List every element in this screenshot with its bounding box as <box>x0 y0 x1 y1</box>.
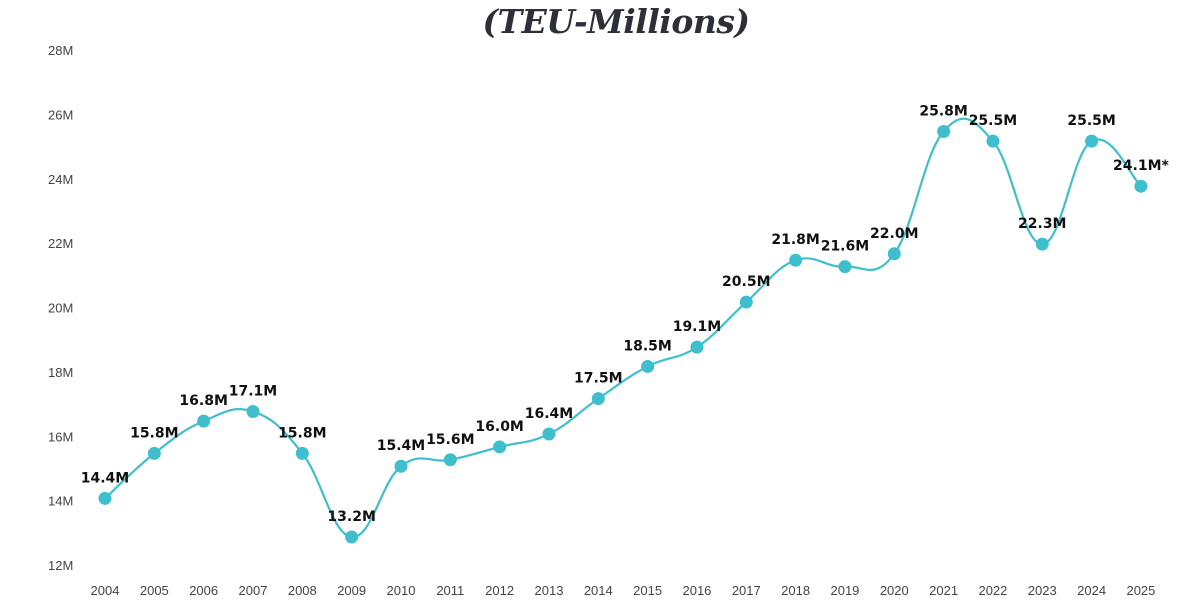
data-label-2007: 17.1M <box>229 384 277 400</box>
data-point-2013 <box>542 427 556 441</box>
data-label-2015: 18.5M <box>623 338 671 354</box>
x-tick-label: 2012 <box>485 583 514 598</box>
data-label-2023: 22.3M <box>1018 216 1066 232</box>
x-tick-label: 2009 <box>337 583 366 598</box>
data-label-2010: 15.4M <box>377 438 425 454</box>
x-axis: 2004 2005 2006 2007 2008 2009 2010 2011 2012 2013… <box>91 583 1156 598</box>
data-label-2014: 17.5M <box>574 371 622 387</box>
data-point-2009 <box>345 530 359 544</box>
x-tick-label: 2005 <box>140 583 169 598</box>
y-tick-label: 24M <box>48 172 73 187</box>
data-points <box>98 124 1148 544</box>
data-point-2012 <box>493 440 507 454</box>
y-tick-label: 14M <box>48 494 73 509</box>
x-tick-label: 2019 <box>830 583 859 598</box>
data-label-2020: 22.0M <box>870 226 918 242</box>
data-label-2009: 13.2M <box>327 509 375 525</box>
data-point-2011 <box>443 453 457 467</box>
x-tick-label: 2013 <box>535 583 564 598</box>
data-point-2016 <box>690 340 704 354</box>
x-tick-label: 2016 <box>682 583 711 598</box>
x-tick-label: 2007 <box>239 583 268 598</box>
data-label-2022: 25.5M <box>969 113 1017 129</box>
data-point-2006 <box>197 414 211 428</box>
data-label-2004: 14.4M <box>81 470 129 486</box>
data-point-2017 <box>739 295 753 309</box>
data-label-2005: 15.8M <box>130 425 178 441</box>
data-point-2024 <box>1085 134 1099 148</box>
data-label-2025: 24.1M* <box>1113 158 1169 174</box>
x-tick-label: 2023 <box>1028 583 1057 598</box>
y-tick-label: 28M <box>48 43 73 58</box>
x-tick-label: 2020 <box>880 583 909 598</box>
data-label-2019: 21.6M <box>821 239 869 255</box>
x-tick-label: 2022 <box>978 583 1007 598</box>
x-tick-label: 2018 <box>781 583 810 598</box>
data-label-2018: 21.8M <box>771 232 819 248</box>
x-tick-label: 2008 <box>288 583 317 598</box>
data-point-2021 <box>937 124 951 138</box>
x-tick-label: 2011 <box>436 583 464 598</box>
y-tick-label: 12M <box>48 558 73 573</box>
y-tick-label: 18M <box>48 365 73 380</box>
data-point-2008 <box>295 446 309 460</box>
x-tick-label: 2025 <box>1126 583 1155 598</box>
data-label-2013: 16.4M <box>525 406 573 422</box>
x-tick-label: 2010 <box>387 583 416 598</box>
x-tick-label: 2015 <box>633 583 662 598</box>
data-point-2005 <box>147 446 161 460</box>
x-tick-label: 2006 <box>189 583 218 598</box>
series-line <box>104 117 1142 539</box>
y-tick-label: 16M <box>48 429 73 444</box>
data-point-2018 <box>789 253 803 267</box>
x-tick-label: 2004 <box>91 583 120 598</box>
data-point-2007 <box>246 405 260 418</box>
data-point-2022 <box>986 134 1000 148</box>
data-label-2017: 20.5M <box>722 274 770 290</box>
x-tick-label: 2017 <box>732 583 761 598</box>
x-tick-label: 2014 <box>584 583 613 598</box>
data-label-2012: 16.0M <box>475 419 523 435</box>
data-point-2015 <box>641 359 655 373</box>
data-point-2004 <box>98 491 112 505</box>
data-point-2019 <box>838 260 852 274</box>
data-label-2021: 25.8M <box>919 103 967 119</box>
data-label-2006: 16.8M <box>179 393 227 409</box>
data-point-2025 <box>1134 179 1148 193</box>
chart-title: (TEU-Millions) <box>482 2 750 41</box>
data-label-2011: 15.6M <box>426 432 474 448</box>
y-tick-label: 26M <box>48 107 73 122</box>
x-tick-label: 2024 <box>1077 583 1106 598</box>
x-tick-label: 2021 <box>929 583 958 598</box>
data-point-2014 <box>591 392 605 406</box>
y-tick-label: 22M <box>48 236 73 251</box>
data-label-2008: 15.8M <box>278 425 326 441</box>
y-tick-label: 20M <box>48 301 73 316</box>
data-point-2010 <box>394 459 408 473</box>
data-label-2024: 25.5M <box>1067 113 1115 129</box>
data-point-2020 <box>887 247 901 261</box>
y-axis: 12M 14M 16M 18M 20M 22M 24M 26M 28M <box>48 43 73 573</box>
data-label-2016: 19.1M <box>673 319 721 335</box>
data-point-2023 <box>1035 237 1049 251</box>
